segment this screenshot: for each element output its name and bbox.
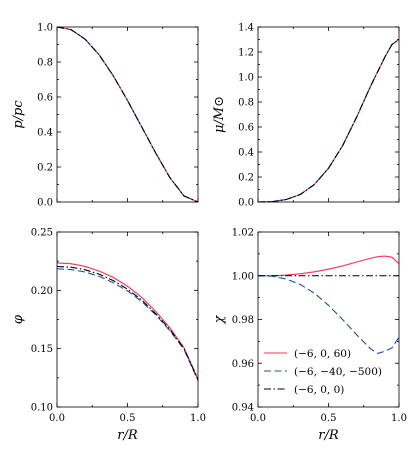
legend-entry: (−6, 0, 0) <box>294 384 344 396</box>
y-tick-label: 0.8 <box>37 58 53 69</box>
series-line-dashed <box>56 268 199 381</box>
y-tick-label: 1.00 <box>232 271 254 282</box>
series-line-dashdot <box>56 265 199 380</box>
x-axis-label: r/R <box>318 428 339 443</box>
y-tick-label: 0.10 <box>31 403 53 414</box>
series-line-solid <box>56 26 199 203</box>
y-tick-label: 1.0 <box>37 23 53 34</box>
y-tick-label: 0.6 <box>37 93 53 104</box>
y-tick-label: 0.96 <box>232 359 254 370</box>
x-tick-label: 1.0 <box>391 413 407 424</box>
y-tick-label: 1.0 <box>238 73 254 84</box>
axes-frame <box>56 231 199 408</box>
y-tick-label: 0.8 <box>238 98 254 109</box>
series-line-dashed <box>257 275 400 355</box>
y-axis-label: χ <box>212 314 227 324</box>
legend: (−6, 0, 60) (−6, −40, −500) (−6, 0, 0) <box>264 348 382 396</box>
y-tick-label: 0.2 <box>238 173 254 184</box>
panel-top-right: 0.0 0.2 0.4 0.6 0.8 1.0 1.2 1.4 μ/M⊙ <box>212 23 400 209</box>
series-line-solid <box>258 255 400 277</box>
y-tick-label: 1.02 <box>232 228 254 239</box>
y-tick-label: 0.0 <box>238 198 254 209</box>
y-tick-label: 0.4 <box>238 148 254 159</box>
y-tick-label: 1.4 <box>238 23 254 34</box>
x-tick-label: 0.0 <box>49 413 65 424</box>
x-tick-label: 1.0 <box>190 413 206 424</box>
series-line-dashed <box>56 26 199 203</box>
x-tick-label: 0.5 <box>321 413 337 424</box>
y-tick-label: 0.15 <box>31 344 53 355</box>
x-tick-label: 0.5 <box>120 413 136 424</box>
axes-frame <box>56 26 199 203</box>
axes-frame <box>257 26 400 203</box>
y-tick-label: 0.25 <box>31 228 53 239</box>
y-axis-label: φ <box>11 314 26 324</box>
y-tick-label: 0.2 <box>37 163 53 174</box>
series-line-solid <box>257 39 400 203</box>
x-tick-label: 0.0 <box>250 413 266 424</box>
axes-frame <box>257 231 400 408</box>
y-tick-label: 0.20 <box>31 286 53 297</box>
y-axis-label: p/pc <box>11 100 26 129</box>
panel-bottom-right: 0.94 0.96 0.98 1.00 1.02 0.0 0.5 1.0 χ r/R (−6, 0,… <box>212 228 407 444</box>
panel-bottom-left: 0.10 0.15 0.20 0.25 0.0 0.5 1.0 φ r/R <box>11 228 206 444</box>
y-tick-label: 0.4 <box>37 128 53 139</box>
series-line-dashdot <box>257 39 400 203</box>
series-line-dashdot <box>56 26 199 203</box>
legend-entry: (−6, −40, −500) <box>294 366 382 378</box>
y-tick-label: 0.6 <box>238 123 254 134</box>
y-tick-label: 0.94 <box>232 403 254 414</box>
series-line-solid <box>56 262 199 380</box>
y-tick-label: 0.0 <box>37 198 53 209</box>
series-line-dashed <box>257 39 400 203</box>
y-tick-label: 1.2 <box>238 48 254 59</box>
y-axis-label: μ/M⊙ <box>212 96 227 133</box>
legend-entry: (−6, 0, 60) <box>294 348 351 360</box>
panel-top-left: 0.0 0.2 0.4 0.6 0.8 1.0 p/pc <box>11 23 199 209</box>
x-axis-label: r/R <box>117 428 138 443</box>
y-tick-label: 0.98 <box>232 315 254 326</box>
